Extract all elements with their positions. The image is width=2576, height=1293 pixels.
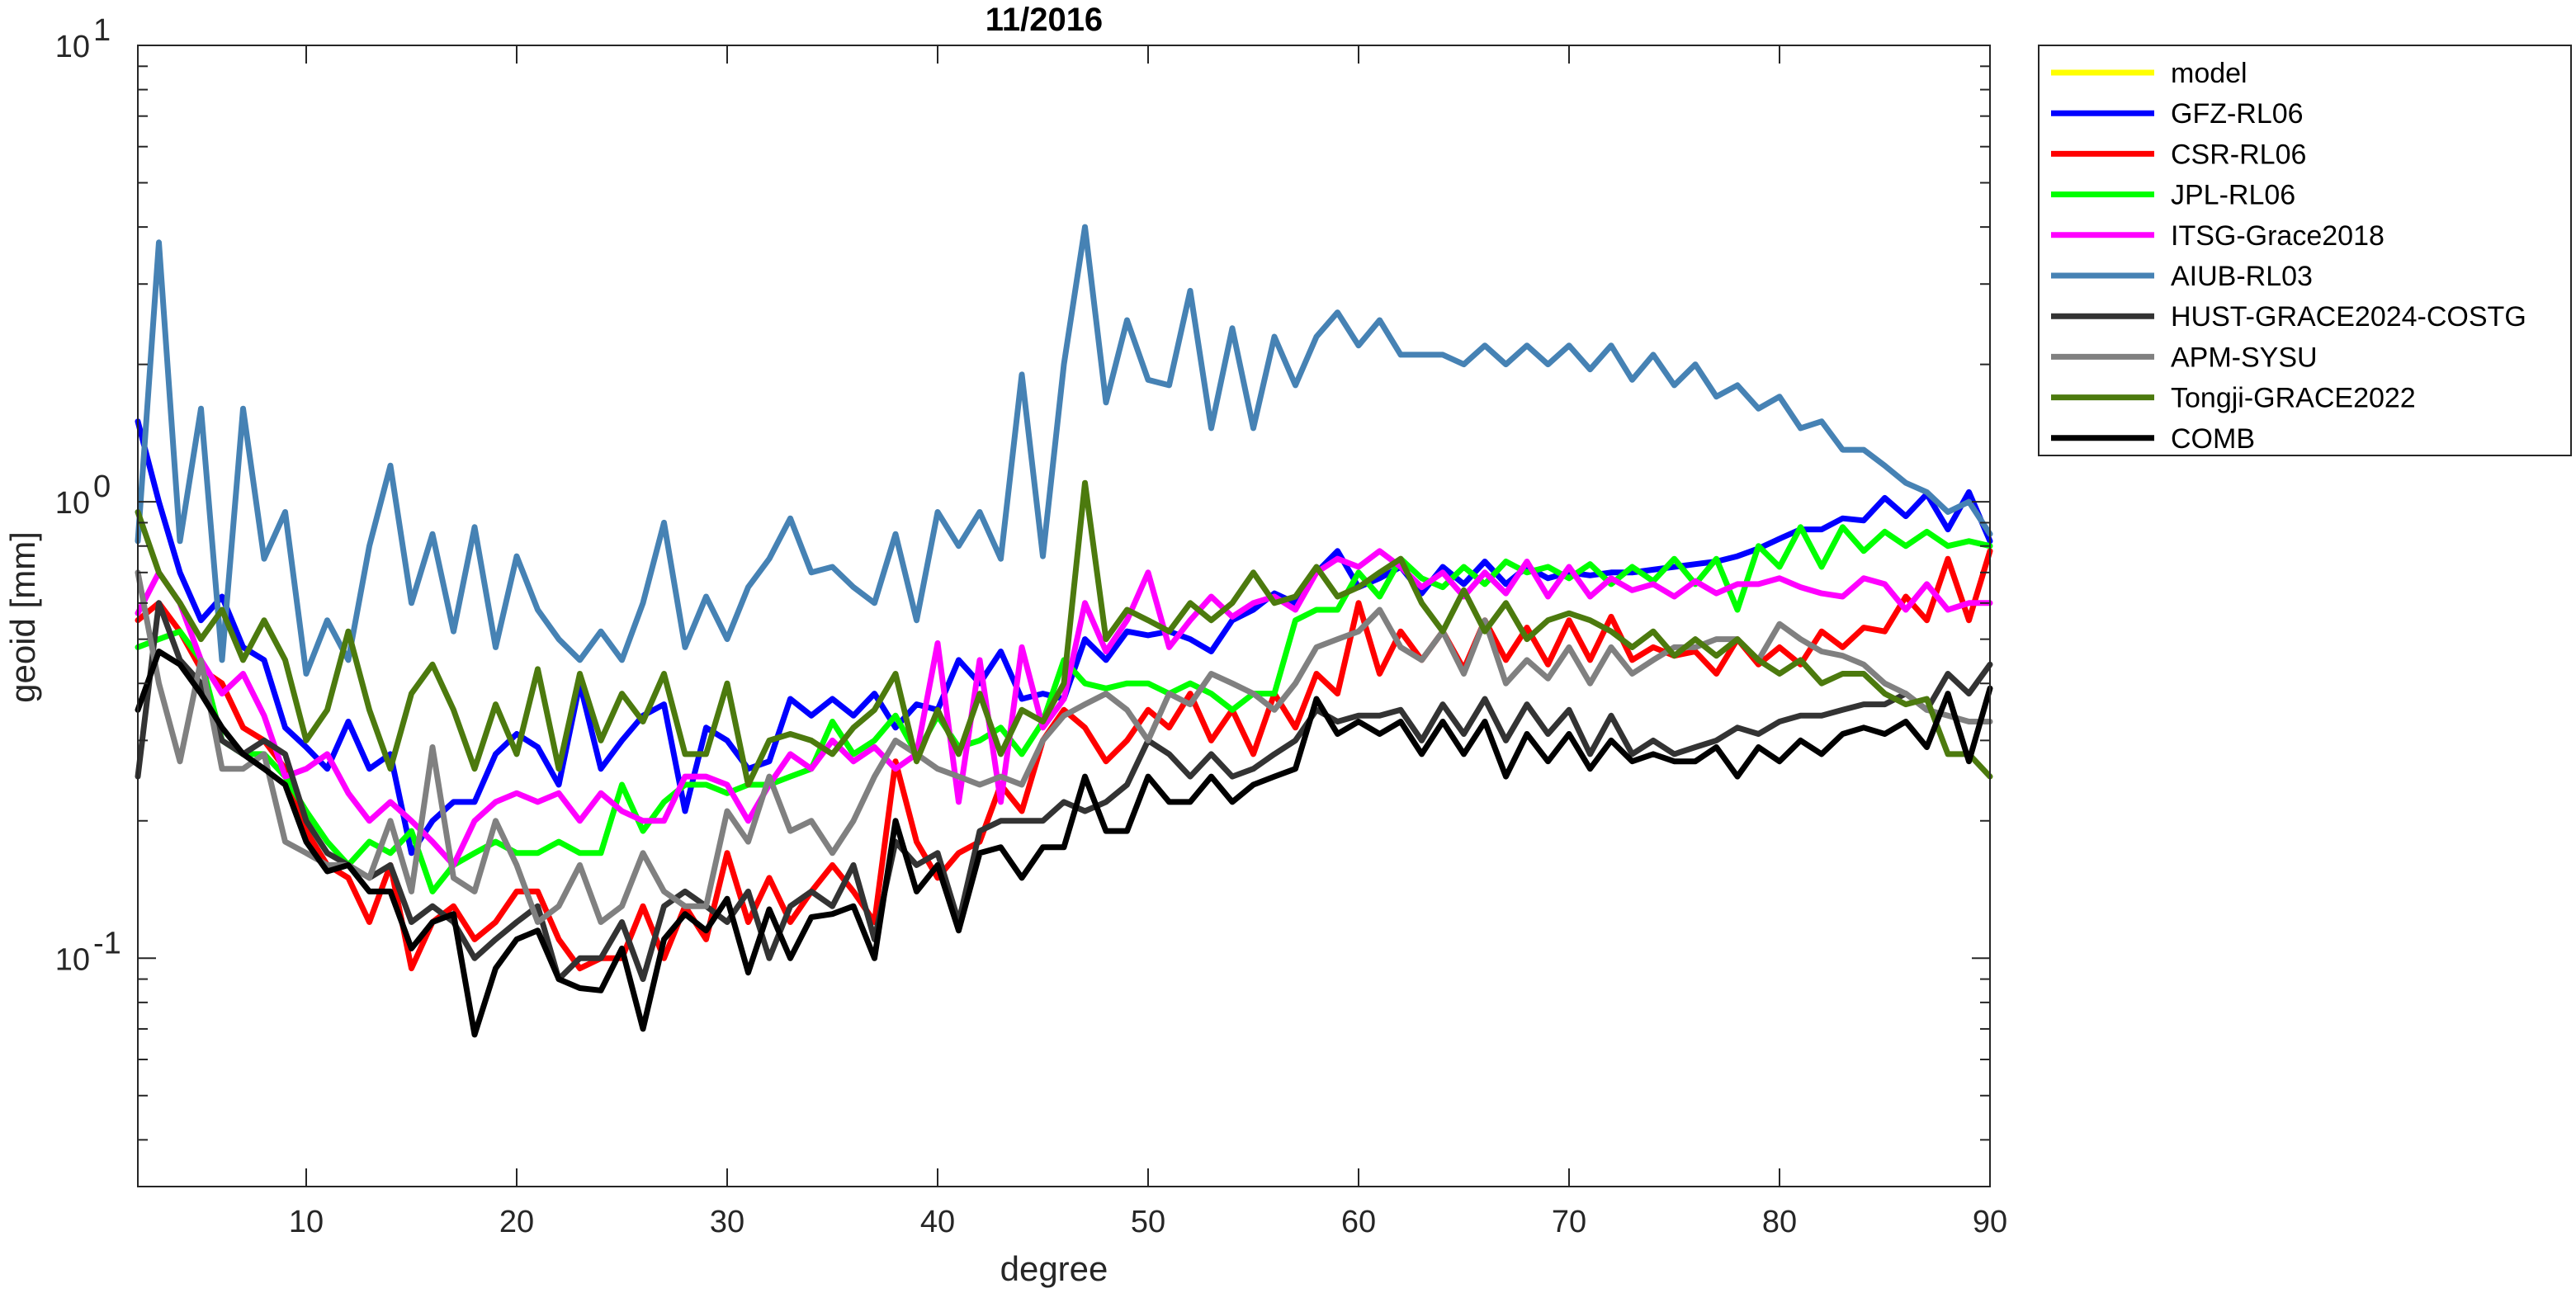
x-tick-label: 80 — [1762, 1205, 1797, 1239]
series-line-5 — [135, 224, 1993, 677]
legend: model GFZ-RL06 CSR-RL06 JPL-RL06 ITSG-Grace2… — [2038, 45, 2572, 456]
legend-label: JPL-RL06 — [2171, 180, 2295, 211]
y-tick-label: 10 — [55, 942, 90, 977]
legend-label: AIUB-RL03 — [2171, 261, 2313, 292]
y-axis-label: geoid [mm] — [3, 531, 42, 703]
x-tick-label: 60 — [1341, 1205, 1376, 1239]
legend-label: APM-SYSU — [2171, 342, 2318, 373]
y-tick-label: 10 — [55, 30, 90, 64]
legend-label: CSR-RL06 — [2171, 139, 2306, 170]
legend-label: COMB — [2171, 423, 2255, 455]
x-tick-label: 50 — [1131, 1205, 1165, 1239]
x-axis-ticks: 10 20 30 40 50 60 70 80 90 — [289, 45, 2007, 1239]
y-tick-exponent: -1 — [93, 926, 121, 960]
legend-label: Tongji-GRACE2022 — [2171, 383, 2416, 414]
legend-items: model GFZ-RL06 CSR-RL06 JPL-RL06 ITSG-Grace2… — [2051, 58, 2526, 455]
series-line-4 — [135, 548, 1993, 868]
legend-label: GFZ-RL06 — [2171, 98, 2304, 130]
x-tick-label: 40 — [920, 1205, 955, 1239]
legend-label: ITSG-Grace2018 — [2171, 220, 2385, 252]
plot-frame — [137, 45, 1991, 1187]
x-tick-label: 90 — [1973, 1205, 2007, 1239]
chart-title: 11/2016 — [985, 2, 1103, 38]
x-tick-label: 30 — [710, 1205, 744, 1239]
series-line-9 — [135, 649, 1993, 1038]
series-line-8 — [135, 479, 1993, 788]
y-tick-exponent: 1 — [93, 13, 111, 48]
x-tick-label: 10 — [289, 1205, 324, 1239]
y-tick-exponent: 0 — [93, 470, 111, 504]
y-tick-label: 10 — [55, 486, 90, 521]
legend-label: HUST-GRACE2024-COSTG — [2171, 301, 2526, 333]
legend-label: model — [2171, 58, 2248, 89]
series-line-2 — [135, 548, 1993, 972]
series-layer — [135, 224, 1993, 1038]
x-tick-label: 70 — [1552, 1205, 1586, 1239]
x-axis-label: degree — [1000, 1249, 1108, 1288]
plot-area — [138, 45, 1990, 1187]
x-tick-label: 20 — [499, 1205, 534, 1239]
